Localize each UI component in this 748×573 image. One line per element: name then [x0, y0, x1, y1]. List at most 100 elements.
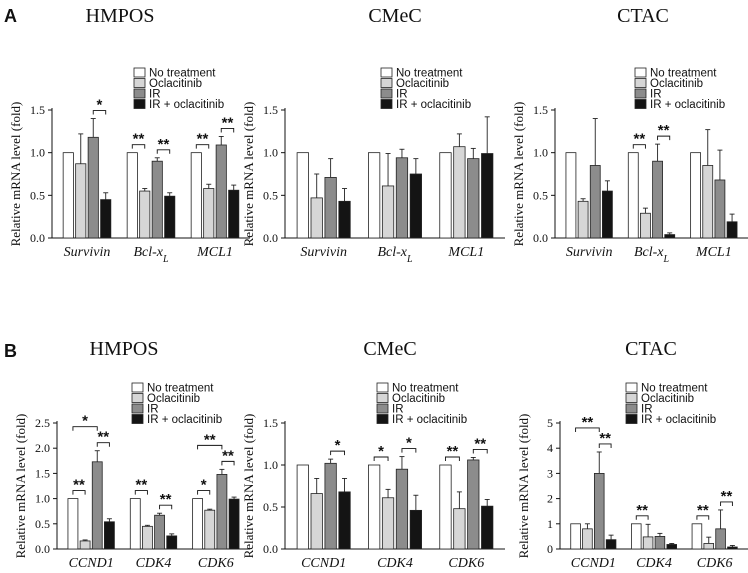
bar [215, 144, 227, 239]
bar [87, 136, 99, 239]
y-tick-label: 1.0 [263, 458, 278, 472]
significance-bracket [635, 515, 649, 520]
significance-label: ** [582, 414, 594, 431]
legend-label: No treatment [396, 68, 463, 80]
bar [228, 498, 240, 550]
significance-label: ** [97, 429, 109, 446]
significance-label: ** [222, 114, 234, 131]
bar [652, 160, 663, 239]
significance-bracket [472, 448, 488, 454]
y-tick-label: 1.5 [35, 466, 50, 480]
significance-bracket [72, 490, 86, 495]
chart-3: HMPOS Relative mRNA level (fold) 0.0 0.5 1.0… [13, 338, 250, 571]
chart-4: CMeC Relative mRNA level (fold) 0.0 0.5 1.0 1… [241, 338, 505, 571]
chart-title: CMeC [363, 338, 416, 360]
charts-container: HMPOS Relative mRNA level (fold) 0.0 0.5 1.0… [8, 5, 748, 571]
bar [62, 152, 74, 239]
legend-swatch [376, 382, 389, 393]
significance-bracket [696, 515, 710, 520]
y-tick-label: 0.5 [35, 517, 50, 531]
category-label: CCND1 [301, 556, 346, 571]
category-label: CDK6 [198, 556, 234, 571]
bar [203, 188, 215, 239]
y-tick-label: 1.5 [30, 103, 45, 117]
bar [602, 190, 613, 239]
significance-bracket [373, 456, 389, 461]
bar [640, 212, 651, 239]
bar [91, 461, 103, 550]
bar [395, 468, 409, 550]
y-tick-label: 0.5 [263, 500, 278, 514]
bar [75, 163, 87, 239]
y-tick-label: 1.5 [263, 416, 278, 430]
bar [727, 546, 738, 550]
significance-bracket [330, 450, 345, 456]
bar [164, 195, 176, 239]
bar [79, 540, 91, 550]
legend-label: No treatment [147, 383, 214, 395]
legend-swatch [133, 67, 146, 78]
bar [715, 528, 726, 550]
significance-bracket [96, 442, 110, 447]
significance-label: * [97, 97, 103, 114]
significance-label: ** [658, 122, 670, 139]
category-label: CDK4 [136, 556, 172, 571]
legend-label: No treatment [392, 383, 459, 395]
bar [324, 462, 337, 550]
significance-label: * [378, 443, 384, 460]
significance-label: * [335, 437, 341, 454]
legend-swatch [133, 99, 146, 109]
chart-5: CTAC Relative mRNA level (fold) 0 1 2 3 4 5 No t… [516, 338, 748, 571]
y-tick-label: 0.5 [263, 188, 278, 202]
legend-label: IR [641, 404, 653, 416]
significance-label: * [201, 477, 207, 494]
chart-title: HMPOS [86, 5, 155, 27]
significance-bracket [72, 426, 98, 431]
significance-label: ** [474, 435, 486, 452]
category-label: Bcl-xL [377, 245, 413, 265]
legend-label: Oclacitinib [149, 78, 202, 90]
bar [627, 152, 639, 239]
legend-swatch [131, 393, 144, 403]
bar [702, 165, 714, 239]
y-tick-label: 0.5 [30, 188, 45, 202]
legend-label: IR + oclacitinib [650, 99, 725, 111]
bar [409, 509, 422, 550]
legend-label: IR + oclacitinib [392, 414, 467, 426]
significance-label: ** [160, 491, 172, 508]
significance-label: ** [447, 443, 459, 460]
bar [129, 498, 141, 550]
chart-title: CTAC [625, 338, 677, 360]
legend-swatch [380, 78, 393, 88]
significance-label: ** [197, 131, 209, 148]
bar [570, 523, 581, 550]
significance-bracket [197, 444, 223, 450]
significance-bracket [598, 443, 612, 448]
bar [439, 152, 452, 239]
legend-label: Oclacitinib [147, 393, 200, 405]
bar [666, 544, 677, 550]
legend-swatch [133, 78, 146, 88]
legend-label: IR [147, 404, 159, 416]
significance-label: ** [133, 131, 145, 148]
significance-bracket [221, 460, 235, 466]
bar [664, 234, 676, 239]
y-tick-label: 0.5 [533, 188, 548, 202]
bar [338, 491, 351, 550]
significance-bracket [159, 504, 173, 510]
bar [467, 158, 480, 239]
y-tick-label: 0.0 [30, 231, 45, 245]
bar [654, 536, 666, 550]
bar [142, 525, 153, 550]
category-label: CCND1 [571, 556, 616, 571]
legend-swatch [131, 403, 144, 414]
legend-label: IR [392, 404, 404, 416]
significance-label: ** [73, 477, 85, 494]
bar [453, 146, 466, 239]
legend-label: IR + oclacitinib [396, 99, 471, 111]
legend-swatch [380, 99, 393, 109]
bar [154, 514, 165, 550]
chart-0: HMPOS Relative mRNA level (fold) 0.0 0.5 1.0… [8, 5, 250, 265]
significance-bracket [156, 149, 171, 154]
